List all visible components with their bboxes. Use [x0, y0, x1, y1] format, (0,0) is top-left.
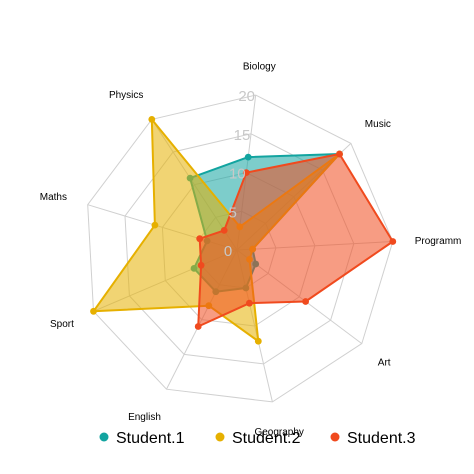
point-student-3-geography	[246, 299, 253, 307]
axis-label-programm: Programm	[415, 236, 462, 247]
legend-label-student-3: Student.3	[347, 430, 416, 447]
point-student-3-maths	[196, 235, 204, 243]
point-student-2-physics	[148, 116, 156, 123]
point-student-3-english	[194, 323, 202, 330]
point-student-3-physics	[220, 227, 228, 234]
legend-swatch-student-3	[330, 432, 340, 442]
point-student-3-music	[336, 150, 343, 158]
legend-item-student-1: Student.1	[99, 430, 185, 447]
point-student-2-sport	[90, 307, 97, 315]
radial-tick-labels: 0 5 10 15 20	[224, 88, 255, 260]
point-student-3-biology	[242, 169, 250, 177]
legend: Student.1 Student.2 Student.3	[99, 430, 416, 447]
axis-label-geography: Geography	[254, 427, 303, 438]
tick-label-20: 20	[238, 88, 255, 105]
point-student-3-programm	[389, 238, 397, 245]
axis-label-physics: Physics	[109, 90, 143, 101]
point-student-3-art	[302, 298, 309, 305]
tick-label-0: 0	[224, 243, 232, 260]
axis-label-sport: Sport	[50, 319, 74, 330]
axis-label-maths: Maths	[40, 192, 67, 203]
legend-item-student-3: Student.3	[330, 430, 416, 447]
legend-label-student-1: Student.1	[116, 430, 185, 447]
radar-series	[90, 116, 397, 345]
legend-swatch-student-2	[215, 432, 225, 442]
point-student-3-sport	[197, 261, 205, 269]
axis-label-biology: Biology	[243, 61, 276, 72]
axis-label-music: Music	[365, 119, 391, 130]
legend-swatch-student-1	[99, 432, 109, 442]
grid-ring-20	[87, 94, 394, 403]
tick-label-15: 15	[234, 127, 251, 144]
point-student-2-maths	[151, 221, 159, 229]
point-student-2-geography	[254, 337, 262, 345]
series-area-student-3	[197, 153, 394, 328]
legend-label-student-2: Student.2	[232, 430, 301, 447]
tick-label-10: 10	[229, 166, 246, 183]
axis-label-english: English	[128, 412, 161, 423]
axis-labels: Biology Music Programm Art Geography English S…	[40, 61, 462, 438]
tick-label-5: 5	[229, 204, 237, 221]
point-student-1-biology	[244, 153, 252, 161]
axis-label-art: Art	[378, 358, 391, 369]
legend-item-student-2: Student.2	[215, 430, 301, 447]
series-student-3	[194, 150, 397, 330]
